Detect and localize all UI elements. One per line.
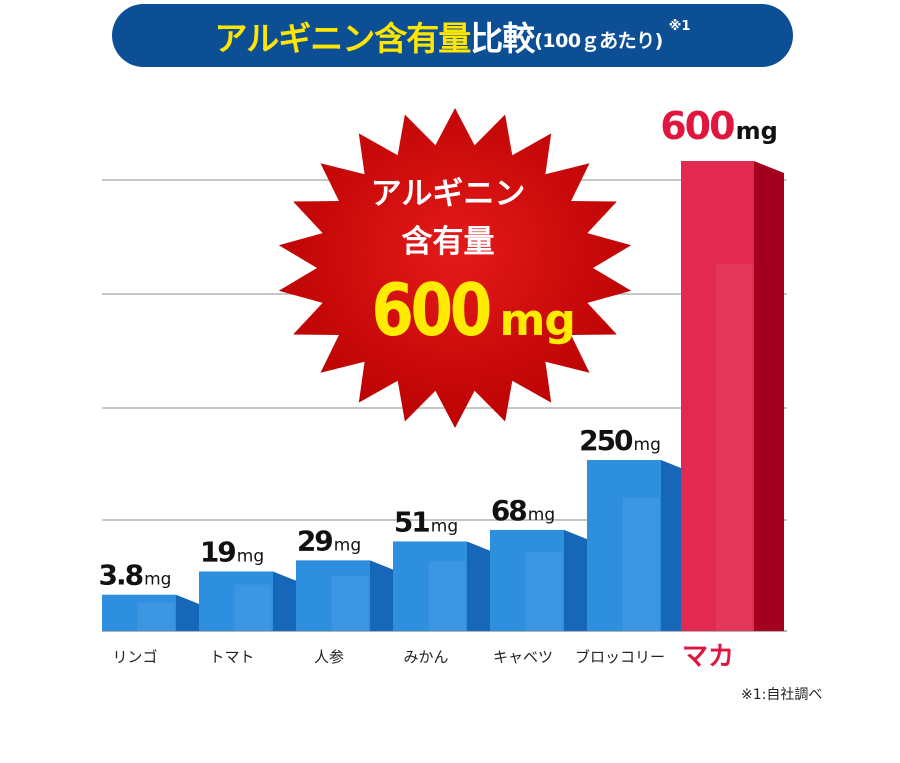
bar-shading xyxy=(137,602,175,631)
bar xyxy=(102,594,206,631)
badge-line2: 含有量 xyxy=(401,224,495,260)
bar-value-label: 19 mg xyxy=(200,535,264,568)
bar-value-label: 250 mg xyxy=(579,424,661,457)
bar-side xyxy=(370,560,400,631)
title-per-100g: (100ｇあたり) xyxy=(534,30,663,52)
bar-front xyxy=(296,560,370,631)
bar xyxy=(490,529,594,631)
bar-front xyxy=(587,460,661,631)
badge-line1: アルギニン xyxy=(370,176,526,212)
bar-front xyxy=(199,571,273,631)
title-banner: アルギニン含有量 比較 (100ｇあたり) ※1 xyxy=(112,4,793,67)
bar-shading xyxy=(331,575,369,631)
badge-number: 600 xyxy=(371,268,493,352)
bar-front xyxy=(681,161,754,631)
badge-value: 600 mg xyxy=(318,268,618,352)
bar-side xyxy=(176,594,206,631)
category-label: マカ xyxy=(682,642,734,672)
bar xyxy=(393,541,497,631)
bar-value-label: 3.8 mg xyxy=(99,559,172,592)
bar-side xyxy=(467,541,497,631)
category-label: リンゴ xyxy=(112,648,157,666)
bar-side xyxy=(273,571,303,631)
footnote: ※1:自社調べ xyxy=(741,687,823,703)
bar xyxy=(296,560,400,631)
bar-front xyxy=(490,529,564,631)
title-comparison: 比較 xyxy=(470,18,535,58)
category-label: 人参 xyxy=(314,648,344,666)
bar xyxy=(587,460,691,631)
bar xyxy=(199,571,303,631)
bar-shading xyxy=(234,584,272,631)
chart-labels: 3.8 mg リンゴ 19 mg トマト 29 mg 人参 51 mg みかん 68 mg キャベツ 250 m… xyxy=(99,104,778,672)
chart-bars xyxy=(102,161,784,631)
category-label: ブロッコリー xyxy=(575,648,665,666)
starburst-badge xyxy=(278,108,632,428)
title-main: アルギニン含有量 xyxy=(214,18,472,58)
bar xyxy=(681,161,784,631)
bar-front xyxy=(102,594,176,631)
starburst-shape xyxy=(278,108,632,428)
bar-side xyxy=(564,529,594,631)
bar-value-label: 600mg xyxy=(660,104,778,148)
badge-unit: mg xyxy=(499,295,575,346)
category-label: キャベツ xyxy=(493,648,553,666)
title-footnote-mark: ※1 xyxy=(668,19,691,34)
category-label: トマト xyxy=(209,648,254,666)
bar-value-label: 29 mg xyxy=(297,524,361,557)
chart-title: アルギニン含有量 比較 (100ｇあたり) ※1 xyxy=(112,4,793,67)
bar-shading xyxy=(525,552,563,631)
bar-shading xyxy=(428,561,466,631)
bar-value-label: 51 mg xyxy=(394,505,458,538)
bar-side xyxy=(754,161,784,631)
bar-shading xyxy=(716,264,753,631)
bar-value-label: 68 mg xyxy=(491,494,555,527)
bar-front xyxy=(393,541,467,631)
category-label: みかん xyxy=(403,648,448,666)
bar-shading xyxy=(622,497,660,631)
